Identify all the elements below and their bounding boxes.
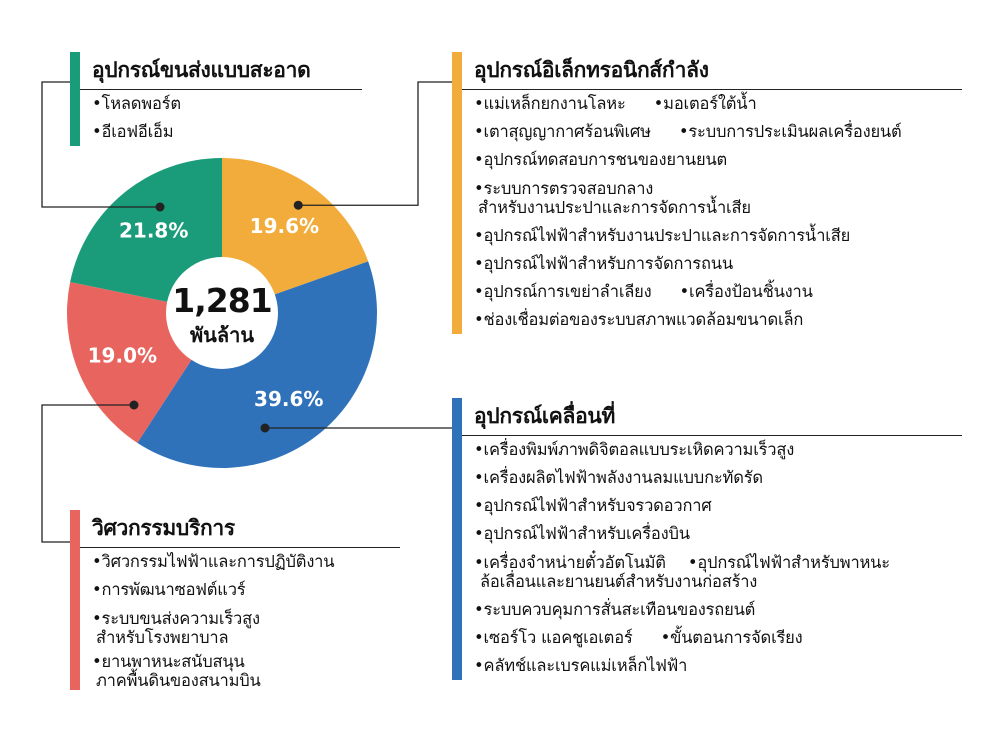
list-item: •การพัฒนาซอฟต์แวร์ [92,580,246,599]
list-item: •เซอร์โว แอคชูเอเตอร์ •ขั้นตอนการจัดเรียง [474,624,962,652]
list-item: •อีเอฟอีเอ็ม [92,122,174,141]
list-item-row: •เซอร์โว แอคชูเอเตอร์ •ขั้นตอนการจัดเรียง [474,624,962,652]
list-item: •ระบบขนส่งความเร็วสูง สำหรับโรงพยาบาล [92,609,400,647]
section-mobility: อุปกรณ์เคลื่อนที่ •เครื่องพิมพ์ภาพดิจิตอ… [452,398,962,680]
section-accent-bar [452,436,462,680]
list-item-line: •ยานพาหนะสนับสนุน [92,652,245,671]
list-item: •อุปกรณ์การเขย่าลำเลียง •เครื่องป้อนชิ้นง… [474,278,962,306]
list-item-entry: •เตาสุญญากาศร้อนพิเศษ [474,122,651,141]
center-hole [166,257,278,369]
list-item-line: ล้อเลื่อนและยานยนต์สำหรับงานก่อสร้าง [480,572,758,591]
leader-dot [155,202,165,212]
list-item-row: •แม่เหล็กยกงานโลหะ •มอเตอร์ใต้น้ำ [474,90,962,118]
leader-line-power-electronics [298,81,452,206]
section-title: อุปกรณ์อิเล็กทรอนิกส์กำลัง [462,52,962,90]
section-accent-bar [452,398,462,436]
list-item: •อุปกรณ์ไฟฟ้าสำหรับจรวดอวกาศ [474,496,712,515]
list-item: •อุปกรณ์ไฟฟ้าสำหรับงานประปาและการจัดการน… [474,226,851,245]
list-item: •ระบบการตรวจสอบกลาง สำหรับงานประปาและการจ… [474,179,962,217]
list-item-line: •ระบบขนส่งความเร็วสูง [92,609,260,628]
section-item-list: •แม่เหล็กยกงานโลหะ •มอเตอร์ใต้น้ำ •เตาสุญญ… [452,90,962,334]
list-item: •ช่องเชื่อมต่อของระบบสภาพแวดล้อมขนาดเล็ก [474,310,804,329]
list-item-entry: •เซอร์โว แอคชูเอเตอร์ [474,628,633,647]
list-item-line: ภาคพื้นดินของสนามบิน [96,671,261,690]
section-clean-transport: อุปกรณ์ขนส่งแบบสะอาด •โหลดพอร์ต •อีเอฟอีเ… [70,52,362,146]
list-item-line: สำหรับงานประปาและการจัดการน้ำเสีย [478,198,751,217]
list-item-row: •อุปกรณ์การเขย่าลำเลียง •เครื่องป้อนชิ้นง… [474,278,962,306]
center-total-value: 1,281 [172,281,271,320]
section-title: วิศวกรรมบริการ [80,510,400,548]
list-item: •ระบบควบคุมการสั่นสะเทือนของรถยนต์ [474,600,756,619]
leader-lines [41,81,452,543]
center-label: 1,281 พันล้าน [166,257,278,369]
list-item: •ยานพาหนะสนับสนุน ภาคพื้นดินของสนามบิน [92,652,400,690]
list-item-row: •เตาสุญญากาศร้อนพิเศษ •ระบบการประเมินผลเค… [474,118,962,146]
section-accent-bar [70,90,80,146]
pie-slice-mobility [137,261,377,468]
section-item-list: •วิศวกรรมไฟฟ้าและการปฏิบัติงาน •การพัฒนาซ… [70,548,400,690]
list-item-line: สำหรับโรงพยาบาล [96,628,229,647]
list-item: •เครื่องพิมพ์ภาพดิจิตอลแบบระเหิดความเร็ว… [474,440,795,459]
section-title: อุปกรณ์เคลื่อนที่ [462,398,962,436]
list-item-entry: •เครื่องป้อนชิ้นงาน [679,282,813,301]
list-item: •คลัทช์และเบรคแม่เหล็กไฟฟ้า [474,656,688,675]
list-item: •อุปกรณ์ทดสอบการชนของยานยนต [474,150,728,169]
section-item-list: •โหลดพอร์ต •อีเอฟอีเอ็ม [70,90,362,146]
leader-line-clean-transport [41,81,160,208]
list-item: •เครื่องผลิตไฟฟ้าพลังงานลมแบบกะทัดรัด [474,468,763,487]
list-item: •วิศวกรรมไฟฟ้าและการปฏิบัติงาน [92,552,335,571]
list-item-entry: •ขั้นตอนการจัดเรียง [660,628,803,647]
section-power-electronics: อุปกรณ์อิเล็กทรอนิกส์กำลัง •แม่เหล็กยกงา… [452,52,962,334]
list-item: •แม่เหล็กยกงานโลหะ •มอเตอร์ใต้น้ำ [474,90,962,118]
list-item: •อุปกรณ์ไฟฟ้าสำหรับเครื่องบิน [474,524,690,543]
list-item: •อุปกรณ์ไฟฟ้าสำหรับการจัดการถนน [474,254,733,273]
list-item: •โหลดพอร์ต [92,94,181,113]
leader-line-service [41,404,134,543]
leader-dot [293,200,303,210]
leader-dot [260,423,270,433]
section-accent-bar [70,52,80,90]
list-item-entry: •อุปกรณ์การเขย่าลำเลียง [474,282,652,301]
section-accent-bar [452,52,462,90]
section-accent-bar [70,548,80,690]
list-item-entry: •ระบบการประเมินผลเครื่องยนต์ [678,122,902,141]
list-item-entry: •มอเตอร์ใต้น้ำ [653,94,757,113]
list-item-entry: •อุปกรณ์ไฟฟ้าสำหรับพาหนะ [687,553,890,572]
center-total-unit: พันล้าน [190,323,254,347]
list-item-row: •เครื่องจำหน่ายตั๋วอัตโนมัติ •อุปกรณ์ไฟฟ้… [474,553,962,572]
section-accent-bar [452,90,462,334]
section-item-list: •เครื่องพิมพ์ภาพดิจิตอลแบบระเหิดความเร็ว… [452,436,962,680]
list-item: •เตาสุญญากาศร้อนพิเศษ •ระบบการประเมินผลเค… [474,118,962,146]
section-service-engineering: วิศวกรรมบริการ •วิศวกรรมไฟฟ้าและการปฏิบั… [70,510,400,695]
leader-dot [129,400,139,410]
list-item-entry: •แม่เหล็กยกงานโลหะ [474,94,626,113]
section-accent-bar [70,510,80,548]
list-item-entry: •เครื่องจำหน่ายตั๋วอัตโนมัติ [474,553,666,572]
list-item-line: •ระบบการตรวจสอบกลาง [474,179,654,198]
section-title: อุปกรณ์ขนส่งแบบสะอาด [80,52,362,90]
list-item: •เครื่องจำหน่ายตั๋วอัตโนมัติ •อุปกรณ์ไฟฟ้… [474,553,962,591]
